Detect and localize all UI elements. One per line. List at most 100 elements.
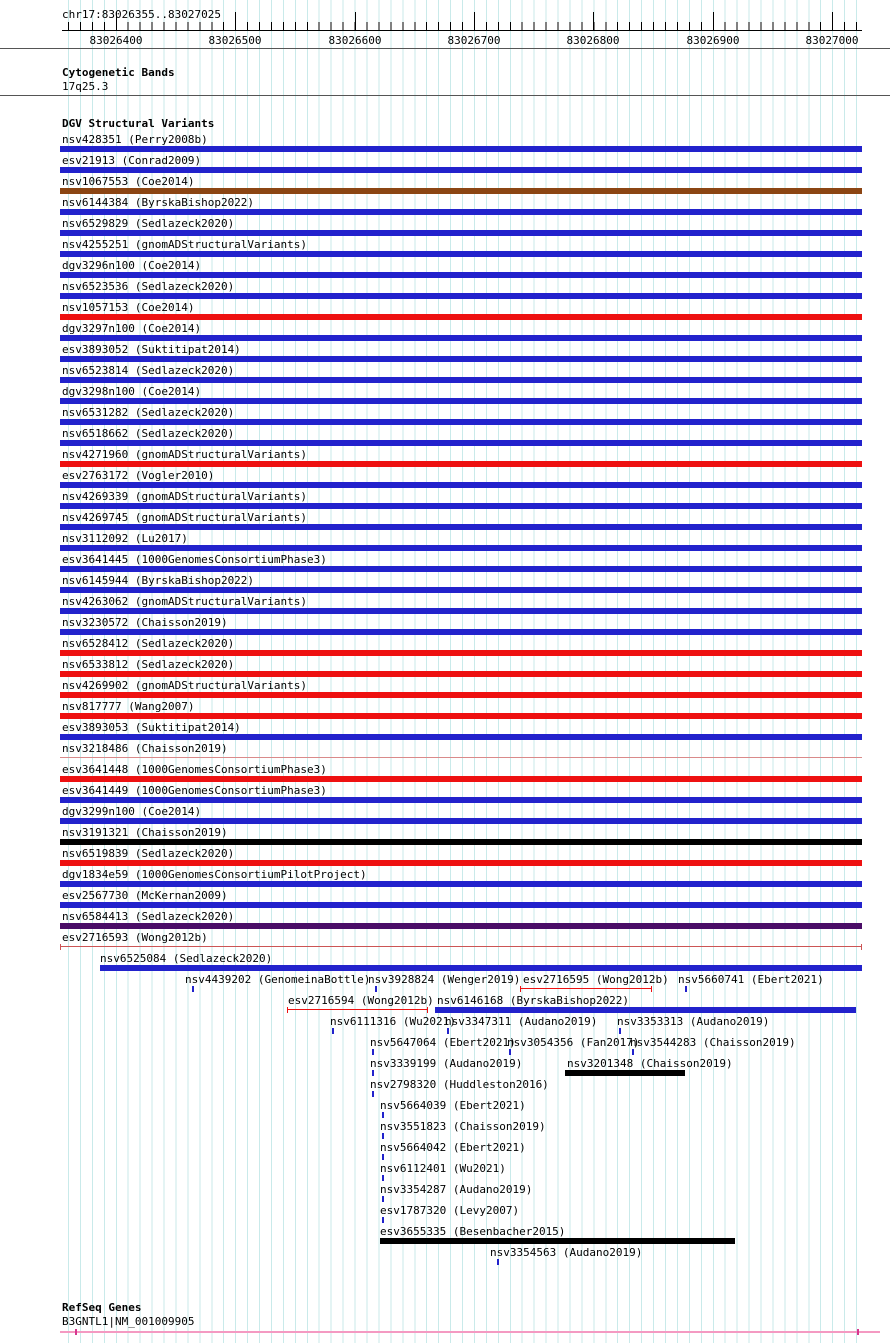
variant-label[interactable]: nsv3347311 (Audano2019): [445, 1015, 598, 1028]
variant-point-marker[interactable]: [497, 1259, 499, 1265]
variant-label[interactable]: nsv817777 (Wang2007): [62, 700, 195, 713]
variant-label[interactable]: nsv6518662 (Sedlazeck2020): [62, 427, 235, 440]
variant-label[interactable]: nsv5647064 (Ebert2021): [370, 1036, 516, 1049]
variant-label[interactable]: nsv428351 (Perry2008b): [62, 133, 208, 146]
variant-bar[interactable]: [60, 587, 862, 593]
variant-label[interactable]: nsv6111316 (Wu2021): [330, 1015, 456, 1028]
variant-point-marker[interactable]: [382, 1112, 384, 1118]
variant-point-marker[interactable]: [382, 1217, 384, 1223]
variant-bar[interactable]: [60, 440, 862, 446]
variant-label[interactable]: nsv6144384 (ByrskaBishop2022): [62, 196, 255, 209]
variant-bar[interactable]: [60, 230, 862, 236]
variant-label[interactable]: nsv3354287 (Audano2019): [380, 1183, 533, 1196]
variant-label[interactable]: nsv3191321 (Chaisson2019): [62, 826, 228, 839]
variant-point-marker[interactable]: [372, 1091, 374, 1097]
variant-bar[interactable]: [60, 167, 862, 173]
variant-bar[interactable]: [60, 314, 862, 320]
variant-bar[interactable]: [60, 881, 862, 887]
variant-point-marker[interactable]: [372, 1070, 374, 1076]
variant-point-marker[interactable]: [375, 986, 377, 992]
refseq-exon-tick[interactable]: [75, 1329, 77, 1335]
variant-bar[interactable]: [60, 356, 862, 362]
variant-point-marker[interactable]: [632, 1049, 634, 1055]
variant-label[interactable]: dgv3297n100 (Coe2014): [62, 322, 202, 335]
variant-bar[interactable]: [60, 650, 862, 656]
variant-label[interactable]: nsv6519839 (Sedlazeck2020): [62, 847, 235, 860]
variant-bar[interactable]: [100, 965, 862, 971]
variant-point-marker[interactable]: [382, 1196, 384, 1202]
variant-bar[interactable]: [60, 692, 862, 698]
refseq-exon-tick[interactable]: [857, 1329, 859, 1335]
variant-label[interactable]: nsv6145944 (ByrskaBishop2022): [62, 574, 255, 587]
variant-bar[interactable]: [60, 188, 862, 194]
variant-bar[interactable]: [60, 146, 862, 152]
variant-label[interactable]: nsv4269339 (gnomADStructuralVariants): [62, 490, 308, 503]
variant-label[interactable]: esv3893053 (Suktitipat2014): [62, 721, 241, 734]
variant-label[interactable]: nsv3112092 (Lu2017): [62, 532, 188, 545]
variant-label[interactable]: nsv6531282 (Sedlazeck2020): [62, 406, 235, 419]
variant-span-line[interactable]: [520, 986, 652, 992]
variant-label[interactable]: nsv1067553 (Coe2014): [62, 175, 195, 188]
variant-label[interactable]: nsv6529829 (Sedlazeck2020): [62, 217, 235, 230]
variant-bar[interactable]: [60, 209, 862, 215]
variant-label[interactable]: nsv6523814 (Sedlazeck2020): [62, 364, 235, 377]
variant-label[interactable]: nsv6528412 (Sedlazeck2020): [62, 637, 235, 650]
variant-label[interactable]: nsv3544283 (Chaisson2019): [630, 1036, 796, 1049]
variant-bar[interactable]: [60, 671, 862, 677]
variant-label[interactable]: nsv3201348 (Chaisson2019): [567, 1057, 733, 1070]
variant-bar[interactable]: [60, 335, 862, 341]
variant-point-marker[interactable]: [447, 1028, 449, 1034]
variant-bar[interactable]: [60, 629, 862, 635]
variant-bar[interactable]: [60, 251, 862, 257]
variant-point-marker[interactable]: [382, 1175, 384, 1181]
variant-span-line[interactable]: [60, 944, 862, 950]
variant-bar[interactable]: [60, 524, 862, 530]
variant-bar[interactable]: [60, 398, 862, 404]
variant-bar[interactable]: [60, 902, 862, 908]
variant-label[interactable]: nsv2798320 (Huddleston2016): [370, 1078, 549, 1091]
variant-label[interactable]: dgv3298n100 (Coe2014): [62, 385, 202, 398]
variant-label[interactable]: nsv4269745 (gnomADStructuralVariants): [62, 511, 308, 524]
variant-label[interactable]: dgv3299n100 (Coe2014): [62, 805, 202, 818]
variant-label[interactable]: nsv3928824 (Wenger2019): [368, 973, 521, 986]
variant-bar[interactable]: [60, 377, 862, 383]
variant-label[interactable]: nsv3218486 (Chaisson2019): [62, 742, 228, 755]
variant-span-line[interactable]: [287, 1007, 428, 1013]
variant-label[interactable]: esv2716595 (Wong2012b): [523, 973, 669, 986]
variant-label[interactable]: nsv3551823 (Chaisson2019): [380, 1120, 546, 1133]
variant-span-line[interactable]: [60, 757, 862, 758]
variant-label[interactable]: nsv6584413 (Sedlazeck2020): [62, 910, 235, 923]
variant-label[interactable]: nsv3054356 (Fan2017): [507, 1036, 640, 1049]
variant-point-marker[interactable]: [685, 986, 687, 992]
variant-point-marker[interactable]: [372, 1049, 374, 1055]
variant-label[interactable]: nsv4269902 (gnomADStructuralVariants): [62, 679, 308, 692]
variant-bar[interactable]: [60, 566, 862, 572]
variant-bar[interactable]: [60, 923, 862, 929]
variant-label[interactable]: esv2567730 (McKernan2009): [62, 889, 228, 902]
variant-label[interactable]: dgv1834e59 (1000GenomesConsortiumPilotPr…: [62, 868, 367, 881]
variant-point-marker[interactable]: [382, 1154, 384, 1160]
variant-bar[interactable]: [380, 1238, 735, 1244]
variant-label[interactable]: nsv5664039 (Ebert2021): [380, 1099, 526, 1112]
variant-bar[interactable]: [60, 503, 862, 509]
refseq-gene-label[interactable]: B3GNTL1|NM_001009905: [62, 1315, 195, 1328]
variant-bar[interactable]: [435, 1007, 856, 1013]
variant-bar[interactable]: [60, 776, 862, 782]
variant-bar[interactable]: [60, 461, 862, 467]
variant-bar[interactable]: [565, 1070, 685, 1076]
variant-label[interactable]: nsv1057153 (Coe2014): [62, 301, 195, 314]
variant-label[interactable]: nsv6525084 (Sedlazeck2020): [100, 952, 273, 965]
variant-bar[interactable]: [60, 272, 862, 278]
variant-label[interactable]: esv3655335 (Besenbacher2015): [380, 1225, 566, 1238]
variant-label[interactable]: esv3893052 (Suktitipat2014): [62, 343, 241, 356]
variant-label[interactable]: nsv4271960 (gnomADStructuralVariants): [62, 448, 308, 461]
variant-label[interactable]: nsv5660741 (Ebert2021): [678, 973, 824, 986]
variant-bar[interactable]: [60, 818, 862, 824]
variant-label[interactable]: esv1787320 (Levy2007): [380, 1204, 520, 1217]
variant-bar[interactable]: [60, 839, 862, 845]
variant-label[interactable]: esv3641449 (1000GenomesConsortiumPhase3): [62, 784, 327, 797]
variant-label[interactable]: esv3641445 (1000GenomesConsortiumPhase3): [62, 553, 327, 566]
variant-label[interactable]: esv2763172 (Vogler2010): [62, 469, 215, 482]
refseq-gene-line[interactable]: [60, 1331, 880, 1333]
variant-label[interactable]: esv2716594 (Wong2012b): [288, 994, 434, 1007]
